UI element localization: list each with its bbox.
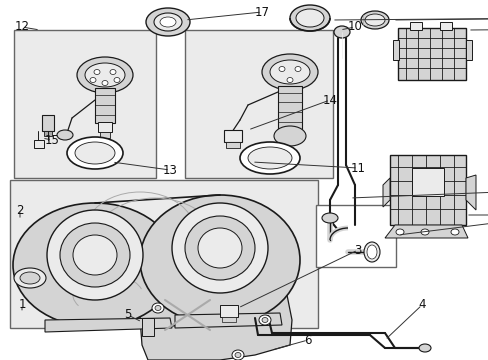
Text: 6: 6 (304, 333, 311, 346)
Ellipse shape (154, 13, 182, 31)
Ellipse shape (235, 352, 241, 357)
Bar (98, 122, 112, 132)
Ellipse shape (160, 17, 176, 27)
Ellipse shape (102, 81, 108, 85)
Bar (10, 180, 317, 328)
Ellipse shape (60, 223, 130, 287)
Bar (315, 205, 395, 267)
Ellipse shape (114, 77, 120, 82)
Bar (225, 142, 240, 148)
Text: 14: 14 (322, 94, 337, 107)
Ellipse shape (90, 77, 96, 82)
Ellipse shape (366, 245, 376, 259)
Ellipse shape (172, 203, 267, 293)
Ellipse shape (395, 229, 403, 235)
Polygon shape (45, 318, 172, 332)
Ellipse shape (286, 77, 292, 82)
Ellipse shape (198, 228, 242, 268)
Polygon shape (384, 225, 467, 238)
Bar (100, 132, 110, 138)
Ellipse shape (418, 344, 430, 352)
Ellipse shape (155, 306, 161, 310)
Text: 12: 12 (15, 21, 29, 33)
Text: 2: 2 (16, 203, 24, 216)
Ellipse shape (289, 5, 329, 31)
Bar (220, 305, 238, 317)
Ellipse shape (73, 235, 117, 275)
Ellipse shape (295, 9, 324, 27)
Ellipse shape (420, 229, 428, 235)
Ellipse shape (262, 318, 267, 323)
Ellipse shape (184, 216, 254, 280)
Ellipse shape (110, 69, 116, 75)
Bar (397, 28, 465, 80)
Bar (278, 86, 302, 134)
Polygon shape (465, 175, 475, 210)
Ellipse shape (360, 11, 388, 29)
Bar (42, 115, 54, 131)
Ellipse shape (140, 195, 299, 325)
Ellipse shape (450, 229, 458, 235)
Ellipse shape (363, 242, 379, 262)
Ellipse shape (321, 213, 337, 223)
Ellipse shape (85, 63, 125, 87)
Polygon shape (382, 178, 389, 207)
Ellipse shape (13, 203, 177, 327)
Ellipse shape (75, 142, 115, 164)
Polygon shape (175, 313, 282, 328)
Ellipse shape (20, 272, 40, 284)
Ellipse shape (146, 8, 190, 36)
Bar (44, 131, 52, 136)
Ellipse shape (333, 26, 349, 38)
Ellipse shape (47, 210, 142, 300)
Text: 5: 5 (124, 309, 131, 321)
Ellipse shape (294, 67, 301, 72)
Ellipse shape (364, 14, 384, 26)
Ellipse shape (67, 137, 123, 169)
Ellipse shape (240, 142, 299, 174)
Ellipse shape (77, 57, 133, 93)
Bar (34, 140, 44, 148)
Bar (222, 317, 236, 322)
Ellipse shape (279, 67, 285, 72)
Text: 13: 13 (162, 163, 177, 176)
Text: 1: 1 (18, 298, 26, 311)
Ellipse shape (231, 350, 244, 360)
Bar (465, 40, 471, 60)
Bar (142, 318, 154, 336)
Text: 17: 17 (254, 5, 269, 18)
Bar (389, 155, 465, 225)
Bar (409, 22, 421, 30)
Ellipse shape (94, 69, 100, 75)
Ellipse shape (57, 130, 73, 140)
Ellipse shape (273, 126, 305, 146)
Bar (184, 30, 332, 178)
Ellipse shape (247, 147, 291, 169)
Text: 10: 10 (347, 21, 362, 33)
Bar (95, 88, 115, 123)
Text: 4: 4 (417, 298, 425, 311)
Ellipse shape (262, 54, 317, 90)
Ellipse shape (152, 303, 163, 313)
Bar (439, 22, 451, 30)
Polygon shape (140, 285, 291, 360)
Ellipse shape (269, 60, 309, 84)
Bar (392, 40, 398, 60)
Bar (224, 130, 242, 142)
Bar (411, 168, 443, 196)
Text: 15: 15 (44, 134, 60, 147)
Bar (14, 30, 156, 178)
Text: 11: 11 (350, 162, 365, 175)
Ellipse shape (14, 268, 46, 288)
Ellipse shape (259, 315, 270, 325)
Text: 3: 3 (354, 243, 361, 256)
